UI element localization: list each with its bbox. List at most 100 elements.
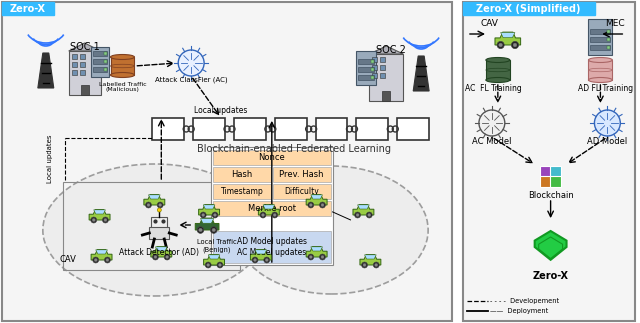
- Polygon shape: [68, 43, 100, 51]
- Circle shape: [157, 208, 161, 212]
- Circle shape: [479, 110, 505, 136]
- Bar: [234, 118, 266, 140]
- Text: ——  Deployment: —— Deployment: [490, 308, 548, 314]
- Bar: [213, 150, 331, 165]
- Ellipse shape: [588, 57, 612, 62]
- Circle shape: [102, 217, 108, 223]
- Circle shape: [205, 262, 211, 268]
- Text: Nonce: Nonce: [259, 153, 285, 162]
- Circle shape: [157, 202, 163, 208]
- Polygon shape: [38, 53, 54, 88]
- Polygon shape: [259, 204, 279, 215]
- Ellipse shape: [588, 78, 612, 82]
- Ellipse shape: [486, 57, 510, 62]
- Polygon shape: [369, 46, 403, 54]
- Ellipse shape: [111, 55, 134, 59]
- Bar: [104, 60, 106, 63]
- Circle shape: [319, 254, 325, 260]
- Circle shape: [363, 264, 366, 266]
- Bar: [81, 85, 88, 95]
- Polygon shape: [156, 247, 167, 251]
- Bar: [72, 54, 77, 59]
- Circle shape: [373, 262, 379, 268]
- Text: SOC 2: SOC 2: [376, 45, 406, 55]
- Circle shape: [200, 212, 206, 218]
- Polygon shape: [93, 210, 106, 214]
- Bar: [607, 46, 611, 49]
- Bar: [2, 2, 452, 321]
- Bar: [380, 73, 385, 78]
- Circle shape: [308, 254, 314, 260]
- Bar: [607, 38, 611, 41]
- Polygon shape: [204, 205, 215, 209]
- Circle shape: [497, 41, 504, 48]
- Circle shape: [207, 264, 210, 266]
- Text: Zero-X: Zero-X: [10, 4, 46, 14]
- Bar: [79, 70, 84, 75]
- Text: CAV: CAV: [481, 18, 499, 27]
- Text: Timestamp: Timestamp: [221, 187, 263, 196]
- Polygon shape: [250, 249, 271, 260]
- Bar: [369, 54, 403, 101]
- Bar: [358, 75, 374, 80]
- Circle shape: [374, 264, 378, 266]
- Bar: [211, 147, 333, 265]
- Circle shape: [197, 227, 204, 233]
- Text: Merkle root: Merkle root: [248, 204, 296, 213]
- Bar: [72, 70, 77, 75]
- Circle shape: [368, 214, 371, 217]
- Circle shape: [178, 50, 204, 76]
- Polygon shape: [198, 204, 220, 215]
- Bar: [193, 118, 225, 140]
- Text: Local Traffic
(Benign): Local Traffic (Benign): [197, 239, 237, 253]
- Bar: [356, 118, 388, 140]
- Polygon shape: [200, 218, 214, 223]
- Bar: [111, 57, 134, 75]
- Circle shape: [309, 203, 312, 207]
- Circle shape: [595, 110, 620, 136]
- Polygon shape: [263, 205, 275, 209]
- Circle shape: [513, 43, 517, 47]
- Circle shape: [265, 258, 268, 262]
- Text: Hash: Hash: [231, 170, 253, 179]
- Bar: [104, 68, 106, 71]
- Circle shape: [94, 258, 97, 262]
- Bar: [397, 118, 429, 140]
- Circle shape: [261, 214, 264, 217]
- Bar: [356, 51, 376, 85]
- Text: CAV: CAV: [60, 255, 76, 265]
- Bar: [550, 166, 561, 177]
- Bar: [382, 91, 390, 101]
- Polygon shape: [148, 195, 160, 199]
- Circle shape: [252, 257, 258, 263]
- Polygon shape: [195, 218, 219, 230]
- Bar: [68, 51, 100, 95]
- Bar: [588, 19, 612, 55]
- Circle shape: [356, 214, 359, 217]
- Polygon shape: [151, 246, 172, 257]
- Ellipse shape: [235, 166, 428, 294]
- Text: MEC: MEC: [605, 18, 625, 27]
- Bar: [93, 59, 106, 64]
- Bar: [79, 62, 84, 67]
- Polygon shape: [204, 255, 225, 265]
- Bar: [63, 182, 240, 270]
- Polygon shape: [96, 250, 108, 254]
- Text: Attack ClassFier (AC): Attack ClassFier (AC): [155, 77, 227, 83]
- Circle shape: [309, 255, 312, 259]
- Circle shape: [213, 214, 216, 217]
- Text: Attack Detector (AD): Attack Detector (AD): [119, 248, 199, 257]
- Text: Prev. Hash: Prev. Hash: [280, 170, 324, 179]
- Circle shape: [202, 214, 205, 217]
- Polygon shape: [500, 33, 515, 38]
- Bar: [79, 54, 84, 59]
- Circle shape: [217, 262, 223, 268]
- Text: Local updates: Local updates: [195, 106, 248, 114]
- Bar: [149, 227, 169, 239]
- Bar: [380, 57, 385, 62]
- Bar: [540, 176, 550, 187]
- Polygon shape: [495, 32, 520, 45]
- Polygon shape: [311, 195, 323, 199]
- Bar: [371, 68, 374, 71]
- Bar: [2, 2, 54, 15]
